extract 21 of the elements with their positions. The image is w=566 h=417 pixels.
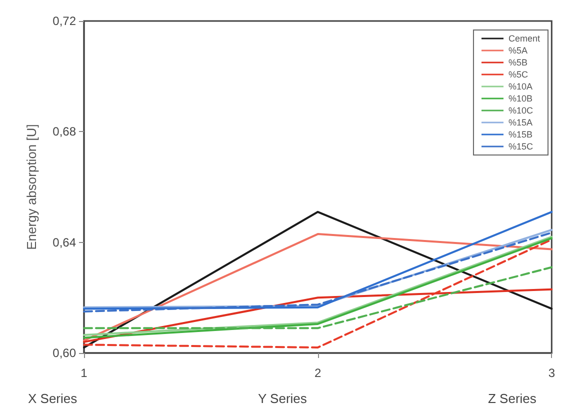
x-tick-label: 2 — [314, 366, 322, 380]
legend-label: %10B — [508, 94, 533, 104]
legend-label: Cement — [508, 34, 540, 44]
y-axis-title: Energy absorption [U] — [24, 124, 39, 250]
legend-label: %10A — [508, 82, 533, 92]
y-tick-label: 0,64 — [52, 235, 76, 250]
text: X Series — [28, 391, 78, 406]
legend-label: %15A — [508, 118, 533, 128]
x-tick-label: 3 — [548, 366, 556, 380]
legend-label: %5A — [508, 46, 528, 56]
y-tick-label: 0,68 — [52, 124, 76, 139]
y-tick-label: 0,72 — [52, 14, 76, 28]
legend-label: %15B — [508, 130, 533, 140]
y-tick-label: 0,60 — [52, 346, 76, 360]
legend-label: %5B — [508, 58, 528, 68]
legend-label: %15C — [508, 142, 534, 152]
legend-label: %5C — [508, 70, 528, 80]
text: Y Series — [258, 391, 308, 406]
legend-label: %10C — [508, 106, 534, 116]
x-tick-label: 1 — [80, 366, 88, 380]
text: Z Series — [488, 391, 537, 406]
